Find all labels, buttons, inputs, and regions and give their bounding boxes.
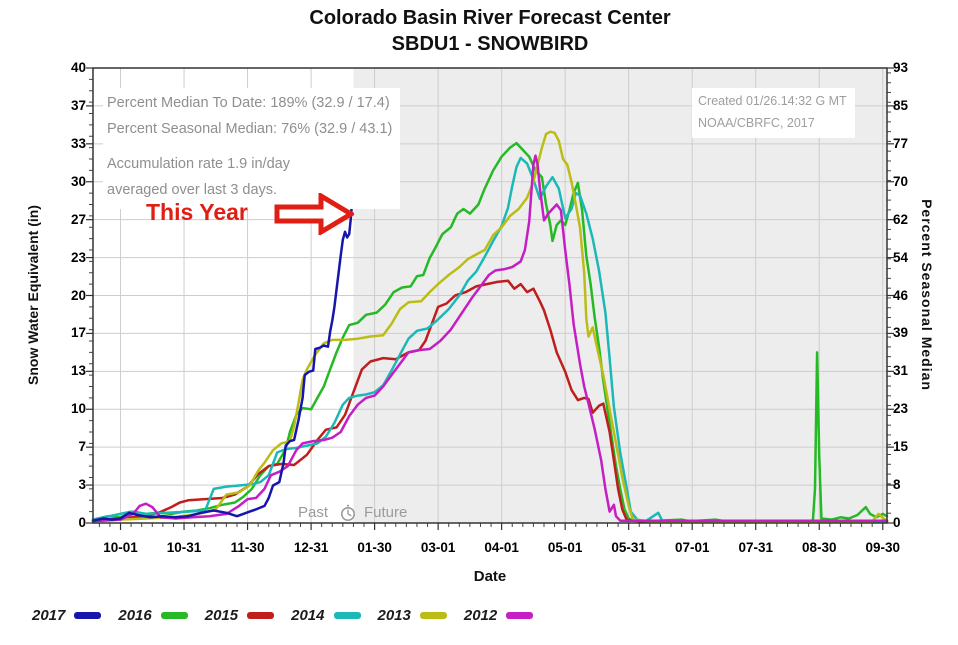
y-left-tick-label: 13 — [70, 363, 86, 379]
y-right-tick-label: 93 — [893, 60, 909, 75]
stats-annotation-box: Percent Median To Date: 189% (32.9 / 17.… — [103, 88, 401, 209]
y-left-tick-label: 33 — [70, 135, 86, 151]
x-tick-label: 09-30 — [865, 540, 901, 555]
y-right-tick-label: 46 — [893, 287, 909, 303]
legend-label: 2016 — [118, 606, 152, 624]
y-axis-left-title: Snow Water Equivalent (in) — [25, 205, 41, 385]
past-label: Past — [298, 504, 329, 521]
page-title: Colorado Basin River Forecast Center SBD… — [93, 5, 887, 57]
x-tick-label: 03-01 — [420, 540, 456, 555]
series-line-2012 — [91, 154, 889, 523]
x-tick-label: 11-30 — [230, 540, 265, 555]
percent-median-to-date-text: Percent Median To Date: 189% (32.9 / 17.… — [107, 95, 390, 111]
y-left-tick-label: 30 — [70, 173, 86, 189]
plot-border — [92, 67, 888, 524]
legend-item-2013: 2013 — [378, 607, 464, 624]
series-line-2017 — [91, 153, 355, 522]
y-left-tick-label: 3 — [78, 477, 86, 493]
legend-color-swatch — [419, 611, 447, 619]
created-timestamp: Created 01/26.14:32 G MT — [698, 94, 847, 108]
title-line-1: Colorado Basin River Forecast Center — [309, 7, 671, 29]
series-line-2014 — [91, 156, 889, 523]
legend-label: 2015 — [204, 606, 239, 624]
x-tick-label: 12-31 — [293, 540, 329, 555]
legend-label: 2013 — [377, 606, 411, 624]
accumulation-rate-line1: Accumulation rate 1.9 in/day — [107, 156, 290, 172]
y-left-tick-label: 17 — [70, 325, 86, 341]
legend-label: 2017 — [32, 606, 66, 624]
y-left-tick-label: 40 — [70, 60, 86, 75]
y-left-tick-label: 20 — [70, 287, 86, 303]
y-left-tick-label: 7 — [78, 439, 86, 455]
y-right-tick-label: 39 — [893, 325, 909, 341]
x-tick-label: 04-01 — [484, 540, 519, 555]
y-right-tick-label: 23 — [893, 401, 909, 417]
percent-seasonal-median-text: Percent Seasonal Median: 76% (32.9 / 43.… — [107, 121, 393, 137]
legend-color-swatch — [506, 611, 534, 619]
this-year-label: This Year — [146, 199, 248, 225]
legend-label: 2014 — [291, 606, 325, 624]
legend-item-2014: 2014 — [291, 607, 377, 624]
legend-item-2015: 2015 — [205, 607, 291, 624]
series-line-2013 — [91, 130, 889, 523]
legend-item-2017: 2017 — [32, 607, 118, 624]
x-axis-title: Date — [473, 568, 507, 585]
y-right-tick-label: 8 — [893, 477, 901, 493]
y-right-tick-label: 70 — [893, 173, 909, 189]
y-axis-right-title: Percent Seasonal Median — [919, 199, 935, 391]
snow-water-chart — [86, 67, 894, 530]
created-annotation-box: Created 01/26.14:32 G MT NOAA/CBRFC, 201… — [692, 88, 855, 138]
x-tick-label: 08-30 — [801, 540, 837, 555]
legend-item-2012: 2012 — [464, 607, 550, 624]
y-left-tick-label: 23 — [70, 249, 86, 265]
y-left-tick-label: 27 — [70, 211, 86, 227]
legend-color-swatch — [160, 611, 188, 619]
created-agency: NOAA/CBRFC, 2017 — [698, 116, 815, 130]
future-label: Future — [364, 504, 408, 521]
legend-label: 2012 — [463, 606, 498, 624]
x-tick-label: 10-01 — [103, 540, 138, 555]
y-left-tick-label: 37 — [70, 97, 86, 113]
x-tick-label: 01-30 — [357, 540, 392, 555]
y-right-tick-label: 54 — [893, 249, 909, 265]
y-right-tick-label: 62 — [893, 211, 909, 227]
title-line-2: SBDU1 - SNOWBIRD — [391, 33, 589, 55]
legend-color-swatch — [333, 611, 361, 619]
legend-color-swatch — [247, 611, 275, 619]
y-right-tick-label: 85 — [893, 97, 909, 113]
clock-icon — [341, 504, 355, 521]
this-year-arrow-icon — [274, 193, 354, 235]
legend-color-swatch — [74, 611, 102, 619]
y-right-tick-label: 0 — [893, 515, 901, 530]
y-right-tick-label: 15 — [893, 439, 909, 455]
legend-item-2016: 2016 — [118, 607, 204, 624]
y-right-tick-label: 31 — [893, 363, 909, 379]
x-tick-label: 10-31 — [166, 540, 202, 555]
y-left-tick-label: 10 — [70, 401, 86, 417]
x-tick-label: 07-31 — [738, 540, 773, 555]
x-tick-label: 07-01 — [674, 540, 710, 555]
y-right-tick-label: 77 — [893, 135, 909, 151]
legend: 2017 2016 2015 2014 2013 2012 — [32, 605, 550, 625]
y-left-tick-label: 0 — [78, 515, 86, 530]
x-tick-label: 05-31 — [611, 540, 646, 555]
accumulation-rate-line2: averaged over last 3 days. — [107, 182, 278, 198]
x-tick-label: 05-01 — [547, 540, 583, 555]
